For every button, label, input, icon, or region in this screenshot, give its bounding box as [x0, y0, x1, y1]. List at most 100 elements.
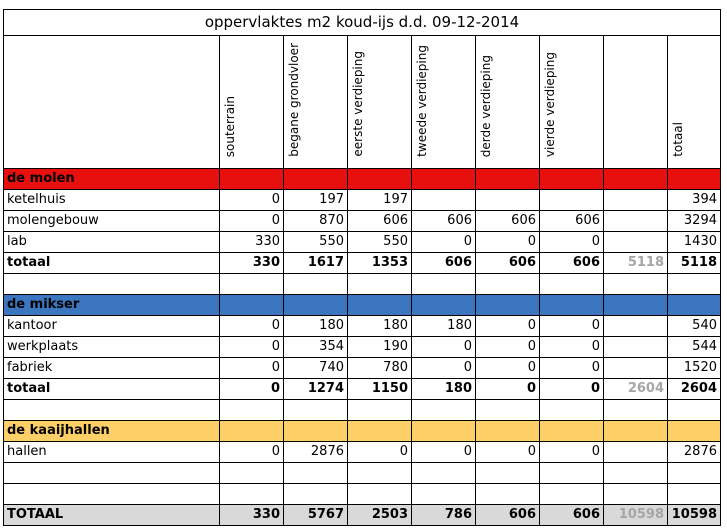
- value-cell[interactable]: 180: [411, 378, 476, 400]
- value-cell[interactable]: 2503: [347, 504, 412, 526]
- value-cell[interactable]: 1274: [283, 378, 348, 400]
- check-sum-cell[interactable]: [603, 315, 668, 337]
- section-header-cell[interactable]: [475, 420, 540, 442]
- empty-cell[interactable]: [539, 462, 604, 484]
- check-sum-cell[interactable]: [603, 189, 668, 211]
- value-cell[interactable]: 606: [411, 252, 476, 274]
- value-cell[interactable]: 0: [411, 441, 476, 463]
- empty-cell[interactable]: [411, 273, 476, 295]
- section-title[interactable]: de kaaijhallen: [3, 420, 220, 442]
- value-cell[interactable]: 180: [283, 315, 348, 337]
- header-cell[interactable]: begane grondvloer: [283, 35, 348, 169]
- value-cell[interactable]: 606: [539, 210, 604, 232]
- value-cell[interactable]: 0: [475, 357, 540, 379]
- section-header-cell[interactable]: [539, 420, 604, 442]
- value-cell[interactable]: 2876: [283, 441, 348, 463]
- empty-cell[interactable]: [667, 483, 721, 505]
- value-cell[interactable]: 870: [283, 210, 348, 232]
- header-cell[interactable]: totaal: [667, 35, 721, 169]
- value-cell[interactable]: 0: [219, 378, 284, 400]
- section-header-cell[interactable]: [603, 420, 668, 442]
- section-title[interactable]: de molen: [3, 168, 220, 190]
- value-cell[interactable]: 10598: [667, 504, 721, 526]
- value-cell[interactable]: [539, 189, 604, 211]
- value-cell[interactable]: 0: [539, 441, 604, 463]
- value-cell[interactable]: 197: [347, 189, 412, 211]
- row-label-cell[interactable]: molengebouw: [3, 210, 220, 232]
- sheet-title[interactable]: oppervlaktes m2 koud-ijs d.d. 09-12-2014: [3, 9, 721, 36]
- empty-cell[interactable]: [539, 399, 604, 421]
- section-header-cell[interactable]: [667, 294, 721, 316]
- row-label-cell[interactable]: hallen: [3, 441, 220, 463]
- check-sum-cell[interactable]: 10598: [603, 504, 668, 526]
- empty-cell[interactable]: [219, 399, 284, 421]
- value-cell[interactable]: 606: [539, 504, 604, 526]
- value-cell[interactable]: 5118: [667, 252, 721, 274]
- empty-cell[interactable]: [667, 273, 721, 295]
- value-cell[interactable]: 780: [347, 357, 412, 379]
- value-cell[interactable]: 0: [411, 231, 476, 253]
- empty-cell[interactable]: [603, 462, 668, 484]
- value-cell[interactable]: 0: [411, 357, 476, 379]
- section-header-cell[interactable]: [411, 420, 476, 442]
- value-cell[interactable]: 1617: [283, 252, 348, 274]
- section-header-cell[interactable]: [347, 168, 412, 190]
- value-cell[interactable]: 0: [219, 336, 284, 358]
- row-label-cell[interactable]: totaal: [3, 252, 220, 274]
- value-cell[interactable]: 540: [667, 315, 721, 337]
- value-cell[interactable]: 2604: [667, 378, 721, 400]
- section-title[interactable]: de mikser: [3, 294, 220, 316]
- value-cell[interactable]: 0: [539, 315, 604, 337]
- empty-cell[interactable]: [475, 273, 540, 295]
- value-cell[interactable]: 0: [219, 189, 284, 211]
- value-cell[interactable]: 0: [347, 441, 412, 463]
- section-header-cell[interactable]: [283, 168, 348, 190]
- row-label-cell[interactable]: kantoor: [3, 315, 220, 337]
- section-header-cell[interactable]: [411, 294, 476, 316]
- empty-cell[interactable]: [347, 483, 412, 505]
- section-header-cell[interactable]: [347, 420, 412, 442]
- row-label-cell[interactable]: lab: [3, 231, 220, 253]
- value-cell[interactable]: 0: [475, 441, 540, 463]
- check-sum-cell[interactable]: [603, 357, 668, 379]
- empty-cell[interactable]: [283, 483, 348, 505]
- value-cell[interactable]: 740: [283, 357, 348, 379]
- row-label-cell[interactable]: ketelhuis: [3, 189, 220, 211]
- value-cell[interactable]: 0: [219, 315, 284, 337]
- value-cell[interactable]: 197: [283, 189, 348, 211]
- empty-cell[interactable]: [539, 483, 604, 505]
- section-header-cell[interactable]: [667, 420, 721, 442]
- value-cell[interactable]: 190: [347, 336, 412, 358]
- check-sum-cell[interactable]: [603, 441, 668, 463]
- empty-cell[interactable]: [603, 483, 668, 505]
- empty-cell[interactable]: [411, 462, 476, 484]
- value-cell[interactable]: 786: [411, 504, 476, 526]
- value-cell[interactable]: 0: [475, 231, 540, 253]
- value-cell[interactable]: 544: [667, 336, 721, 358]
- value-cell[interactable]: 1430: [667, 231, 721, 253]
- header-cell[interactable]: eerste verdieping: [347, 35, 412, 169]
- header-cell[interactable]: souterrain: [219, 35, 284, 169]
- empty-cell[interactable]: [667, 399, 721, 421]
- empty-cell[interactable]: [283, 273, 348, 295]
- row-label-cell[interactable]: TOTAAL: [3, 504, 220, 526]
- header-cell-blank[interactable]: [3, 35, 220, 169]
- header-cell[interactable]: vierde verdieping: [539, 35, 604, 169]
- value-cell[interactable]: 0: [219, 441, 284, 463]
- section-header-cell[interactable]: [603, 168, 668, 190]
- section-header-cell[interactable]: [475, 168, 540, 190]
- section-header-cell[interactable]: [283, 294, 348, 316]
- empty-cell[interactable]: [603, 273, 668, 295]
- value-cell[interactable]: 0: [219, 210, 284, 232]
- empty-cell[interactable]: [411, 483, 476, 505]
- value-cell[interactable]: 0: [539, 357, 604, 379]
- section-header-cell[interactable]: [411, 168, 476, 190]
- value-cell[interactable]: 1353: [347, 252, 412, 274]
- check-sum-cell[interactable]: [603, 210, 668, 232]
- value-cell[interactable]: 180: [347, 315, 412, 337]
- value-cell[interactable]: 1520: [667, 357, 721, 379]
- empty-cell[interactable]: [347, 462, 412, 484]
- check-sum-cell[interactable]: [603, 231, 668, 253]
- value-cell[interactable]: 0: [475, 315, 540, 337]
- check-sum-cell[interactable]: [603, 336, 668, 358]
